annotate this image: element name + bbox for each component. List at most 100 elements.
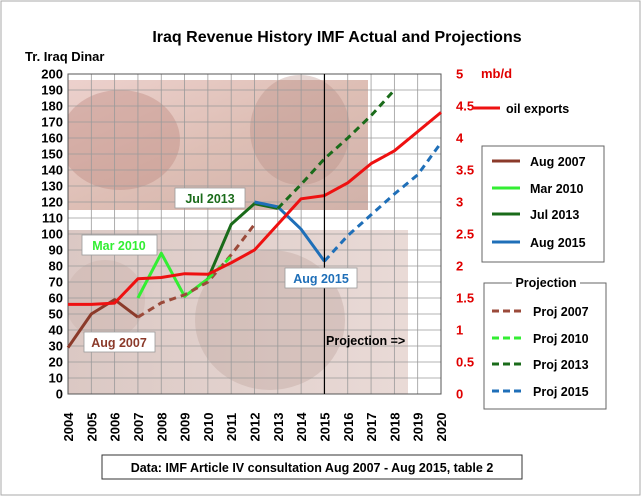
x-tick-label: 2018: [387, 413, 402, 442]
legend-item-proj2010: Proj 2010: [492, 332, 589, 346]
y-tick-label: 110: [42, 211, 63, 226]
x-tick-label: 2007: [131, 413, 146, 442]
projection-legend: Projection Proj 2007 Proj 2010 Proj 2013…: [483, 274, 607, 410]
annotation-jul2013: Jul 2013: [174, 187, 246, 209]
y-tick-label: 70: [49, 275, 63, 290]
y2-tick-label: 5: [456, 67, 463, 82]
y-tick-label: 200: [41, 67, 63, 82]
svg-text:Aug 2007: Aug 2007: [530, 155, 586, 169]
svg-text:Mar 2010: Mar 2010: [530, 182, 584, 196]
y2-tick-label: 1: [456, 323, 463, 338]
legend-item-mar2010: Mar 2010: [492, 182, 584, 196]
x-axis-ticks: 2004 2005 2006 2007 2008 2009 2010 2011 2012 2013…: [61, 412, 449, 442]
oil-legend: oil exports: [472, 102, 569, 116]
y-tick-label: 190: [41, 83, 63, 98]
x-tick-label: 2014: [294, 412, 309, 442]
y-tick-label: 100: [41, 227, 63, 242]
series-aug-2007: [66, 298, 139, 349]
projection-legend-title: Projection: [515, 276, 576, 290]
legend-item-aug2007: Aug 2007: [492, 155, 586, 169]
y-tick-label: 0: [56, 387, 63, 402]
y2-tick-label: 2.5: [456, 227, 474, 242]
y-tick-label: 170: [41, 115, 63, 130]
y-tick-label: 80: [49, 259, 63, 274]
y-tick-label: 90: [49, 243, 63, 258]
svg-text:Jul 2013: Jul 2013: [185, 192, 234, 206]
y-tick-label: 30: [49, 339, 63, 354]
x-tick-label: 2016: [341, 413, 356, 442]
y2-tick-label: 3: [456, 195, 463, 210]
legend-item-aug2015: Aug 2015: [492, 236, 586, 250]
series-aug-2015: [254, 200, 326, 263]
series-oil-exports: [68, 111, 442, 306]
x-tick-label: 2010: [201, 413, 216, 442]
x-tick-label: 2017: [364, 413, 379, 442]
plot-border: [67, 73, 442, 395]
x-tick-label: 2004: [61, 412, 76, 442]
y2-tick-label: 2: [456, 259, 463, 274]
y-tick-label: 140: [41, 163, 63, 178]
annotation-mar2010: Mar 2010: [81, 234, 158, 256]
y2-tick-label: 0.5: [456, 355, 474, 370]
y-tick-label: 180: [41, 99, 63, 114]
svg-text:Proj 2007: Proj 2007: [533, 305, 589, 319]
actual-legend: Aug 2007 Mar 2010 Jul 2013 Aug 2015: [481, 145, 605, 263]
series-jul-2013: [206, 202, 279, 280]
x-tick-label: 2015: [317, 413, 332, 442]
svg-text:Aug 2015: Aug 2015: [293, 272, 349, 286]
x-tick-label: 2006: [108, 413, 123, 442]
x-tick-label: 2008: [154, 413, 169, 442]
annotation-aug2015: Aug 2015: [284, 267, 358, 289]
plot-area: [67, 73, 442, 395]
right-axis-label: mb/d: [481, 66, 512, 81]
x-tick-label: 2009: [178, 413, 193, 442]
y-tick-label: 60: [49, 291, 63, 306]
x-tick-label: 2019: [411, 413, 426, 442]
y-tick-label: 20: [49, 355, 63, 370]
banknote-background: [68, 75, 408, 394]
series-layer: [66, 88, 443, 349]
y-tick-label: 150: [41, 147, 63, 162]
source-note: Data: IMF Article IV consultation Aug 20…: [101, 454, 523, 480]
annotation-aug2007: Aug 2007: [83, 331, 156, 353]
legend-item-jul2013: Jul 2013: [492, 208, 579, 222]
svg-text:Proj 2015: Proj 2015: [533, 385, 589, 399]
y-tick-label: 130: [41, 179, 63, 194]
svg-text:Proj 2010: Proj 2010: [533, 332, 589, 346]
chart-title: Iraq Revenue History IMF Actual and Proj…: [152, 29, 521, 46]
x-tick-label: 2020: [434, 413, 449, 442]
svg-text:oil exports: oil exports: [506, 102, 569, 116]
y-tick-label: 50: [49, 307, 63, 322]
y-tick-label: 120: [41, 195, 63, 210]
series-proj-2013: [276, 88, 396, 210]
y-tick-label: 160: [41, 131, 63, 146]
y-tick-label: 10: [49, 371, 63, 386]
x-tick-label: 2012: [248, 413, 263, 442]
svg-text:Jul 2013: Jul 2013: [530, 208, 579, 222]
x-tick-label: 2011: [224, 413, 239, 441]
svg-text:Data: IMF Article IV consultat: Data: IMF Article IV consultation Aug 20…: [131, 461, 494, 475]
legend-item-proj2013: Proj 2013: [492, 358, 589, 372]
left-axis-label: Tr. Iraq Dinar: [25, 49, 104, 64]
legend-item-proj2015: Proj 2015: [492, 385, 589, 399]
svg-text:Aug 2007: Aug 2007: [91, 336, 147, 350]
legend-item-proj2007: Proj 2007: [492, 305, 589, 319]
svg-text:Aug 2015: Aug 2015: [530, 236, 586, 250]
y2-tick-label: 4.5: [456, 99, 474, 114]
annotation-projection-arrow: Projection =>: [326, 334, 405, 348]
x-tick-label: 2013: [271, 413, 286, 442]
series-proj-2015: [323, 141, 443, 263]
svg-text:Proj 2013: Proj 2013: [533, 358, 589, 372]
y2-tick-label: 4: [456, 131, 464, 146]
y2-tick-label: 1.5: [456, 291, 474, 306]
x-tick-label: 2005: [84, 413, 99, 442]
right-axis-ticks: 0 0.5 1 1.5 2 2.5 3 3.5 4 4.5 5: [456, 67, 474, 402]
y-tick-label: 40: [49, 323, 63, 338]
y2-tick-label: 3.5: [456, 163, 474, 178]
svg-text:Mar 2010: Mar 2010: [92, 239, 146, 253]
y2-tick-label: 0: [456, 387, 463, 402]
left-axis-ticks: 0102030405060708090100110120130140150160…: [41, 67, 63, 402]
series-proj-2007: [137, 223, 256, 319]
